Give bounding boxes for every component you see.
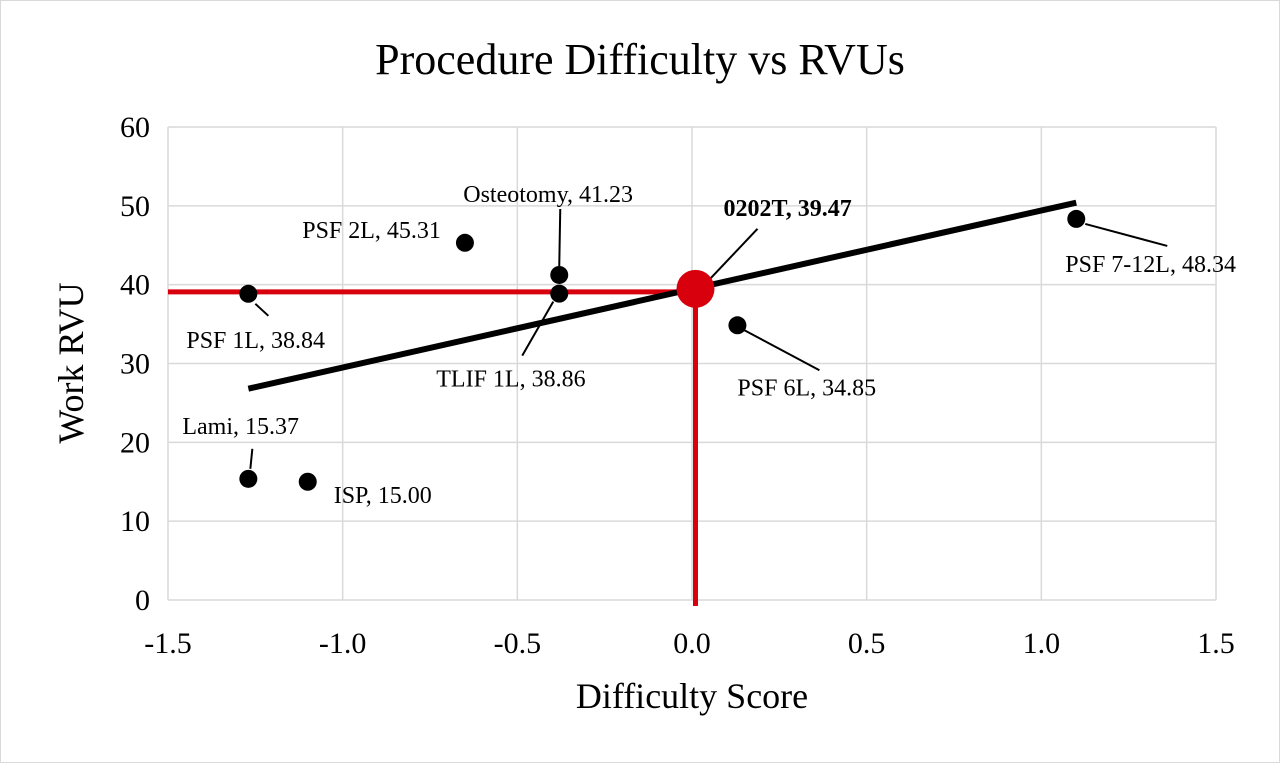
- highlight-label: 0202T, 39.47: [723, 196, 851, 222]
- trendline: [247, 199, 1077, 392]
- data-points: [239, 209, 1086, 491]
- y-tick-label: 20: [120, 426, 150, 459]
- data-point: [550, 265, 569, 284]
- data-point: [550, 284, 569, 303]
- data-label: PSF 7-12L, 48.34: [1065, 252, 1236, 278]
- y-tick-label: 60: [120, 111, 150, 144]
- x-axis-title: Difficulty Score: [576, 676, 808, 716]
- x-tick-label: 1.0: [1023, 627, 1061, 660]
- label-leader-line: [743, 329, 820, 372]
- y-tick-label: 10: [120, 505, 150, 538]
- data-point: [298, 472, 317, 491]
- trendline-layer: [247, 199, 1077, 392]
- data-point: [239, 284, 258, 303]
- data-label: PSF 6L, 34.85: [737, 375, 876, 401]
- data-label: Lami, 15.37: [182, 414, 299, 440]
- highlight-leader-line: [702, 228, 759, 287]
- highlight-point: [676, 269, 715, 308]
- x-tick-label: -0.5: [494, 627, 542, 660]
- y-tick-label: 40: [120, 269, 150, 302]
- x-tick-label: -1.5: [144, 627, 192, 660]
- label-leader-line: [558, 208, 562, 266]
- leader-lines: [249, 208, 1168, 469]
- x-tick-label: 0.5: [848, 627, 886, 660]
- data-point: [728, 316, 747, 335]
- data-point: [1067, 209, 1086, 228]
- tick-labels: -1.5 -1.0 -0.5 0.0 0.5 1.0 1.5 0 10 20 30 40 50 60: [120, 111, 1235, 660]
- y-tick-label: 30: [120, 348, 150, 381]
- data-label: Osteotomy, 41.23: [463, 182, 633, 208]
- label-leader-line: [521, 301, 555, 357]
- y-axis-title: Work RVU: [51, 282, 91, 443]
- label-leader-line: [1085, 222, 1168, 247]
- y-tick-label: 0: [135, 584, 150, 617]
- data-label: TLIF 1L, 38.86: [436, 367, 585, 393]
- label-leader-line: [254, 303, 270, 317]
- data-labels: PSF 1L, 38.84 PSF 2L, 45.31 Osteotomy, 41.…: [182, 182, 1236, 509]
- x-tick-label: 1.5: [1197, 627, 1235, 660]
- data-label: PSF 2L, 45.31: [302, 218, 441, 244]
- y-tick-label: 50: [120, 190, 150, 223]
- data-label: ISP, 15.00: [334, 483, 432, 509]
- grid-lines: [167, 126, 1217, 601]
- x-tick-label: 0.0: [673, 627, 711, 660]
- x-tick-label: -1.0: [319, 627, 367, 660]
- chart-title: Procedure Difficulty vs RVUs: [375, 35, 905, 84]
- label-leader-line: [249, 448, 254, 469]
- data-point: [455, 233, 474, 252]
- data-label: PSF 1L, 38.84: [186, 328, 325, 354]
- data-point: [239, 469, 258, 488]
